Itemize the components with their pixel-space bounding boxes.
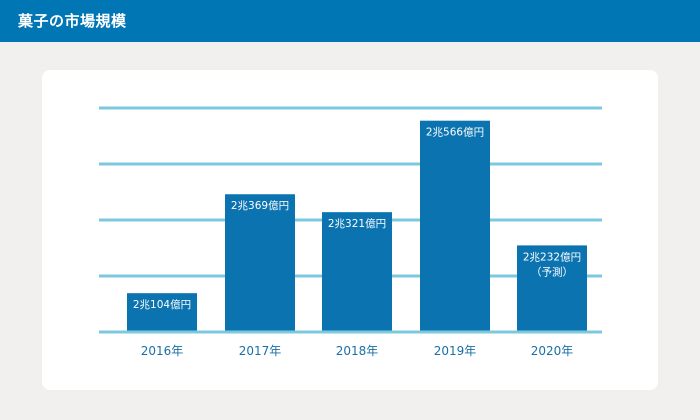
- x-tick-label: 2018年: [336, 344, 379, 358]
- bar-value-label: （予測）: [531, 265, 573, 278]
- bar-value-label: 2兆232億円: [523, 250, 581, 263]
- bar: [225, 194, 295, 332]
- bar-value-label: 2兆566億円: [426, 126, 484, 139]
- bar: [322, 212, 392, 332]
- bar: [127, 293, 197, 332]
- x-tick-label: 2019年: [434, 344, 477, 358]
- bar: [517, 245, 587, 332]
- header-bar: 菓子の市場規模: [0, 0, 700, 42]
- bar-value-label: 2兆104億円: [133, 298, 191, 311]
- x-tick-label: 2020年: [531, 344, 574, 358]
- page-title: 菓子の市場規模: [18, 12, 127, 30]
- bar: [420, 120, 490, 333]
- bar-value-label: 2兆369億円: [231, 199, 289, 212]
- x-tick-label: 2016年: [141, 344, 184, 358]
- bar-value-label: 2兆321億円: [328, 217, 386, 230]
- x-tick-label: 2017年: [239, 344, 282, 358]
